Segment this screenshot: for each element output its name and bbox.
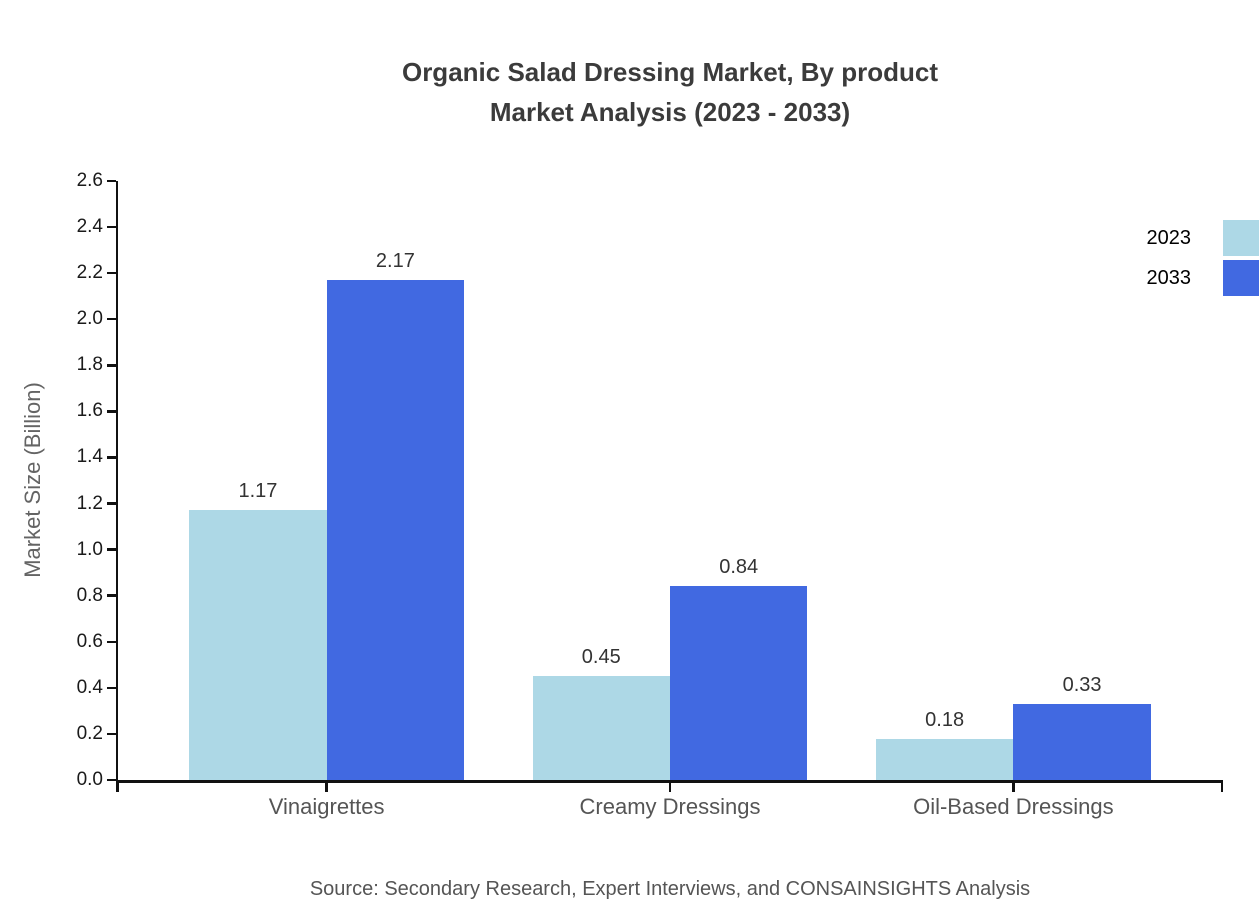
y-tick-mark [106, 502, 116, 505]
y-tick-mark [106, 456, 116, 459]
y-tick-mark [106, 410, 116, 413]
y-tick-label: 2.0 [76, 308, 103, 330]
value-label-2023-vinaigrettes: 1.17 [238, 480, 278, 503]
legend: 2023 2033 [1146, 220, 1259, 300]
bar-2023-oil-based-dressings [875, 738, 1014, 780]
bar-2033-vinaigrettes [326, 280, 465, 780]
legend-label-2033: 2033 [1146, 266, 1192, 289]
category-label-creamy-dressings: Creamy Dressings [579, 794, 761, 819]
category-label-oil-based-dressings: Oil-Based Dressings [913, 794, 1114, 819]
y-tick-mark [106, 225, 116, 229]
y-tick-mark [106, 548, 116, 551]
y-tick-label: 0.0 [76, 769, 103, 790]
bar-2033-oil-based-dressings [1013, 703, 1151, 780]
y-tick-mark [106, 179, 116, 183]
plot-area: 0.0 0.2 0.4 0.6 0.8 1.0 1.2 1.4 1.6 1.8 2.0 2.2 2.4 2… [77, 170, 1224, 819]
chart-title-line2: Market Analysis (2023 - 2033) [489, 97, 851, 127]
y-tick-mark [106, 271, 116, 275]
y-tick-mark [106, 594, 116, 597]
y-tick-mark [106, 364, 116, 367]
y-tick-label: 1.6 [76, 400, 103, 422]
chart-title-line1: Organic Salad Dressing Market, By produc… [401, 57, 939, 87]
bar-2023-creamy-dressings [532, 676, 670, 780]
legend-label-2023: 2023 [1146, 226, 1192, 249]
chart-title: Organic Salad Dressing Market, By produc… [118, 52, 1222, 132]
y-tick-label: 1.2 [76, 492, 103, 514]
value-label-2033-oil-based-dressings: 0.33 [1062, 673, 1102, 696]
y-tick-mark [106, 778, 116, 782]
x-tick-mark [1220, 780, 1224, 792]
source-text: Source: Secondary Research, Expert Inter… [309, 878, 1031, 900]
legend-swatch-2023 [1223, 220, 1259, 256]
category-label-vinaigrettes: Vinaigrettes [268, 794, 385, 819]
x-tick-mark [1012, 780, 1015, 792]
y-tick-label: 0.8 [76, 584, 103, 606]
bar-2033-creamy-dressings [670, 586, 808, 780]
x-tick-mark [668, 780, 672, 792]
y-tick-mark [106, 317, 116, 321]
x-tick-mark [116, 780, 120, 792]
bar-2023-vinaigrettes [189, 510, 327, 780]
y-tick-label: 0.2 [76, 722, 103, 744]
x-tick-mark [325, 780, 328, 792]
value-label-2033-creamy-dressings: 0.84 [719, 556, 759, 579]
y-tick-label: 0.4 [76, 676, 103, 698]
y-tick-label: 2.6 [76, 170, 103, 191]
y-tick-mark [106, 686, 116, 690]
y-tick-mark [106, 640, 116, 644]
y-tick-label: 2.4 [76, 216, 103, 238]
y-tick-label: 1.4 [76, 446, 103, 468]
y-tick-label: 1.0 [76, 538, 103, 560]
legend-item-2023: 2023 [1146, 220, 1259, 256]
legend-swatch-2033 [1223, 260, 1259, 296]
y-tick-mark [106, 732, 116, 736]
y-axis-line [115, 181, 118, 792]
y-tick-label: 2.2 [76, 262, 103, 284]
legend-item-2033: 2033 [1146, 260, 1259, 296]
y-tick-label: 0.6 [76, 630, 103, 652]
value-label-2023-oil-based-dressings: 0.18 [925, 708, 965, 731]
value-label-2023-creamy-dressings: 0.45 [581, 646, 621, 669]
value-label-2033-vinaigrettes: 2.17 [375, 250, 415, 273]
y-tick-label: 1.8 [76, 354, 103, 376]
